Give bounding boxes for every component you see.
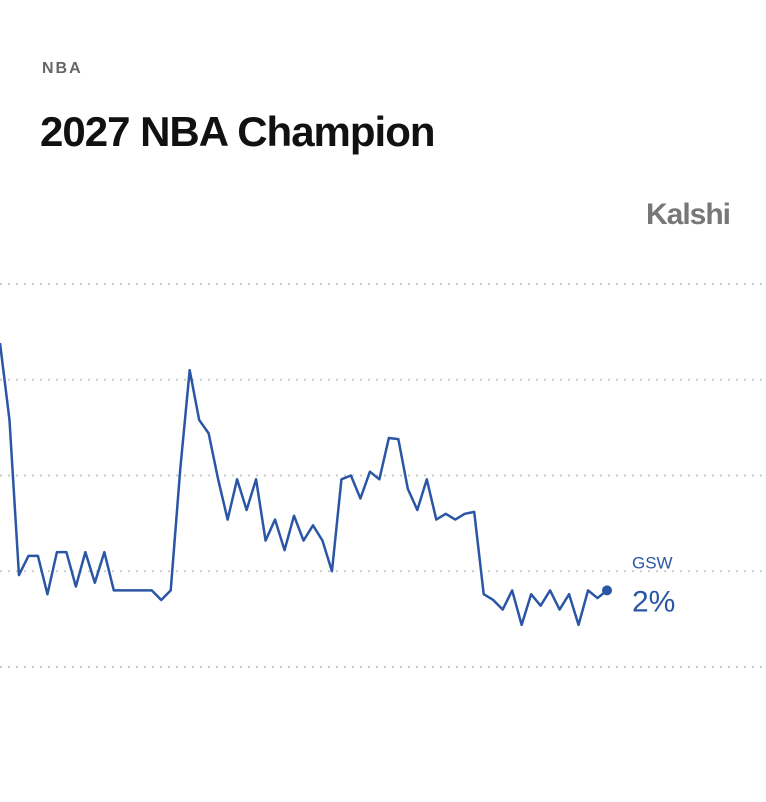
source-logo: Kalshi: [646, 198, 730, 231]
series-line: [0, 342, 608, 627]
value-label: 2%: [632, 585, 675, 618]
category-label: NBA: [42, 60, 83, 77]
end-dot: [602, 585, 612, 596]
legend-label: GSW: [632, 553, 673, 572]
chart-title: 2027 NBA Champion: [40, 108, 435, 155]
